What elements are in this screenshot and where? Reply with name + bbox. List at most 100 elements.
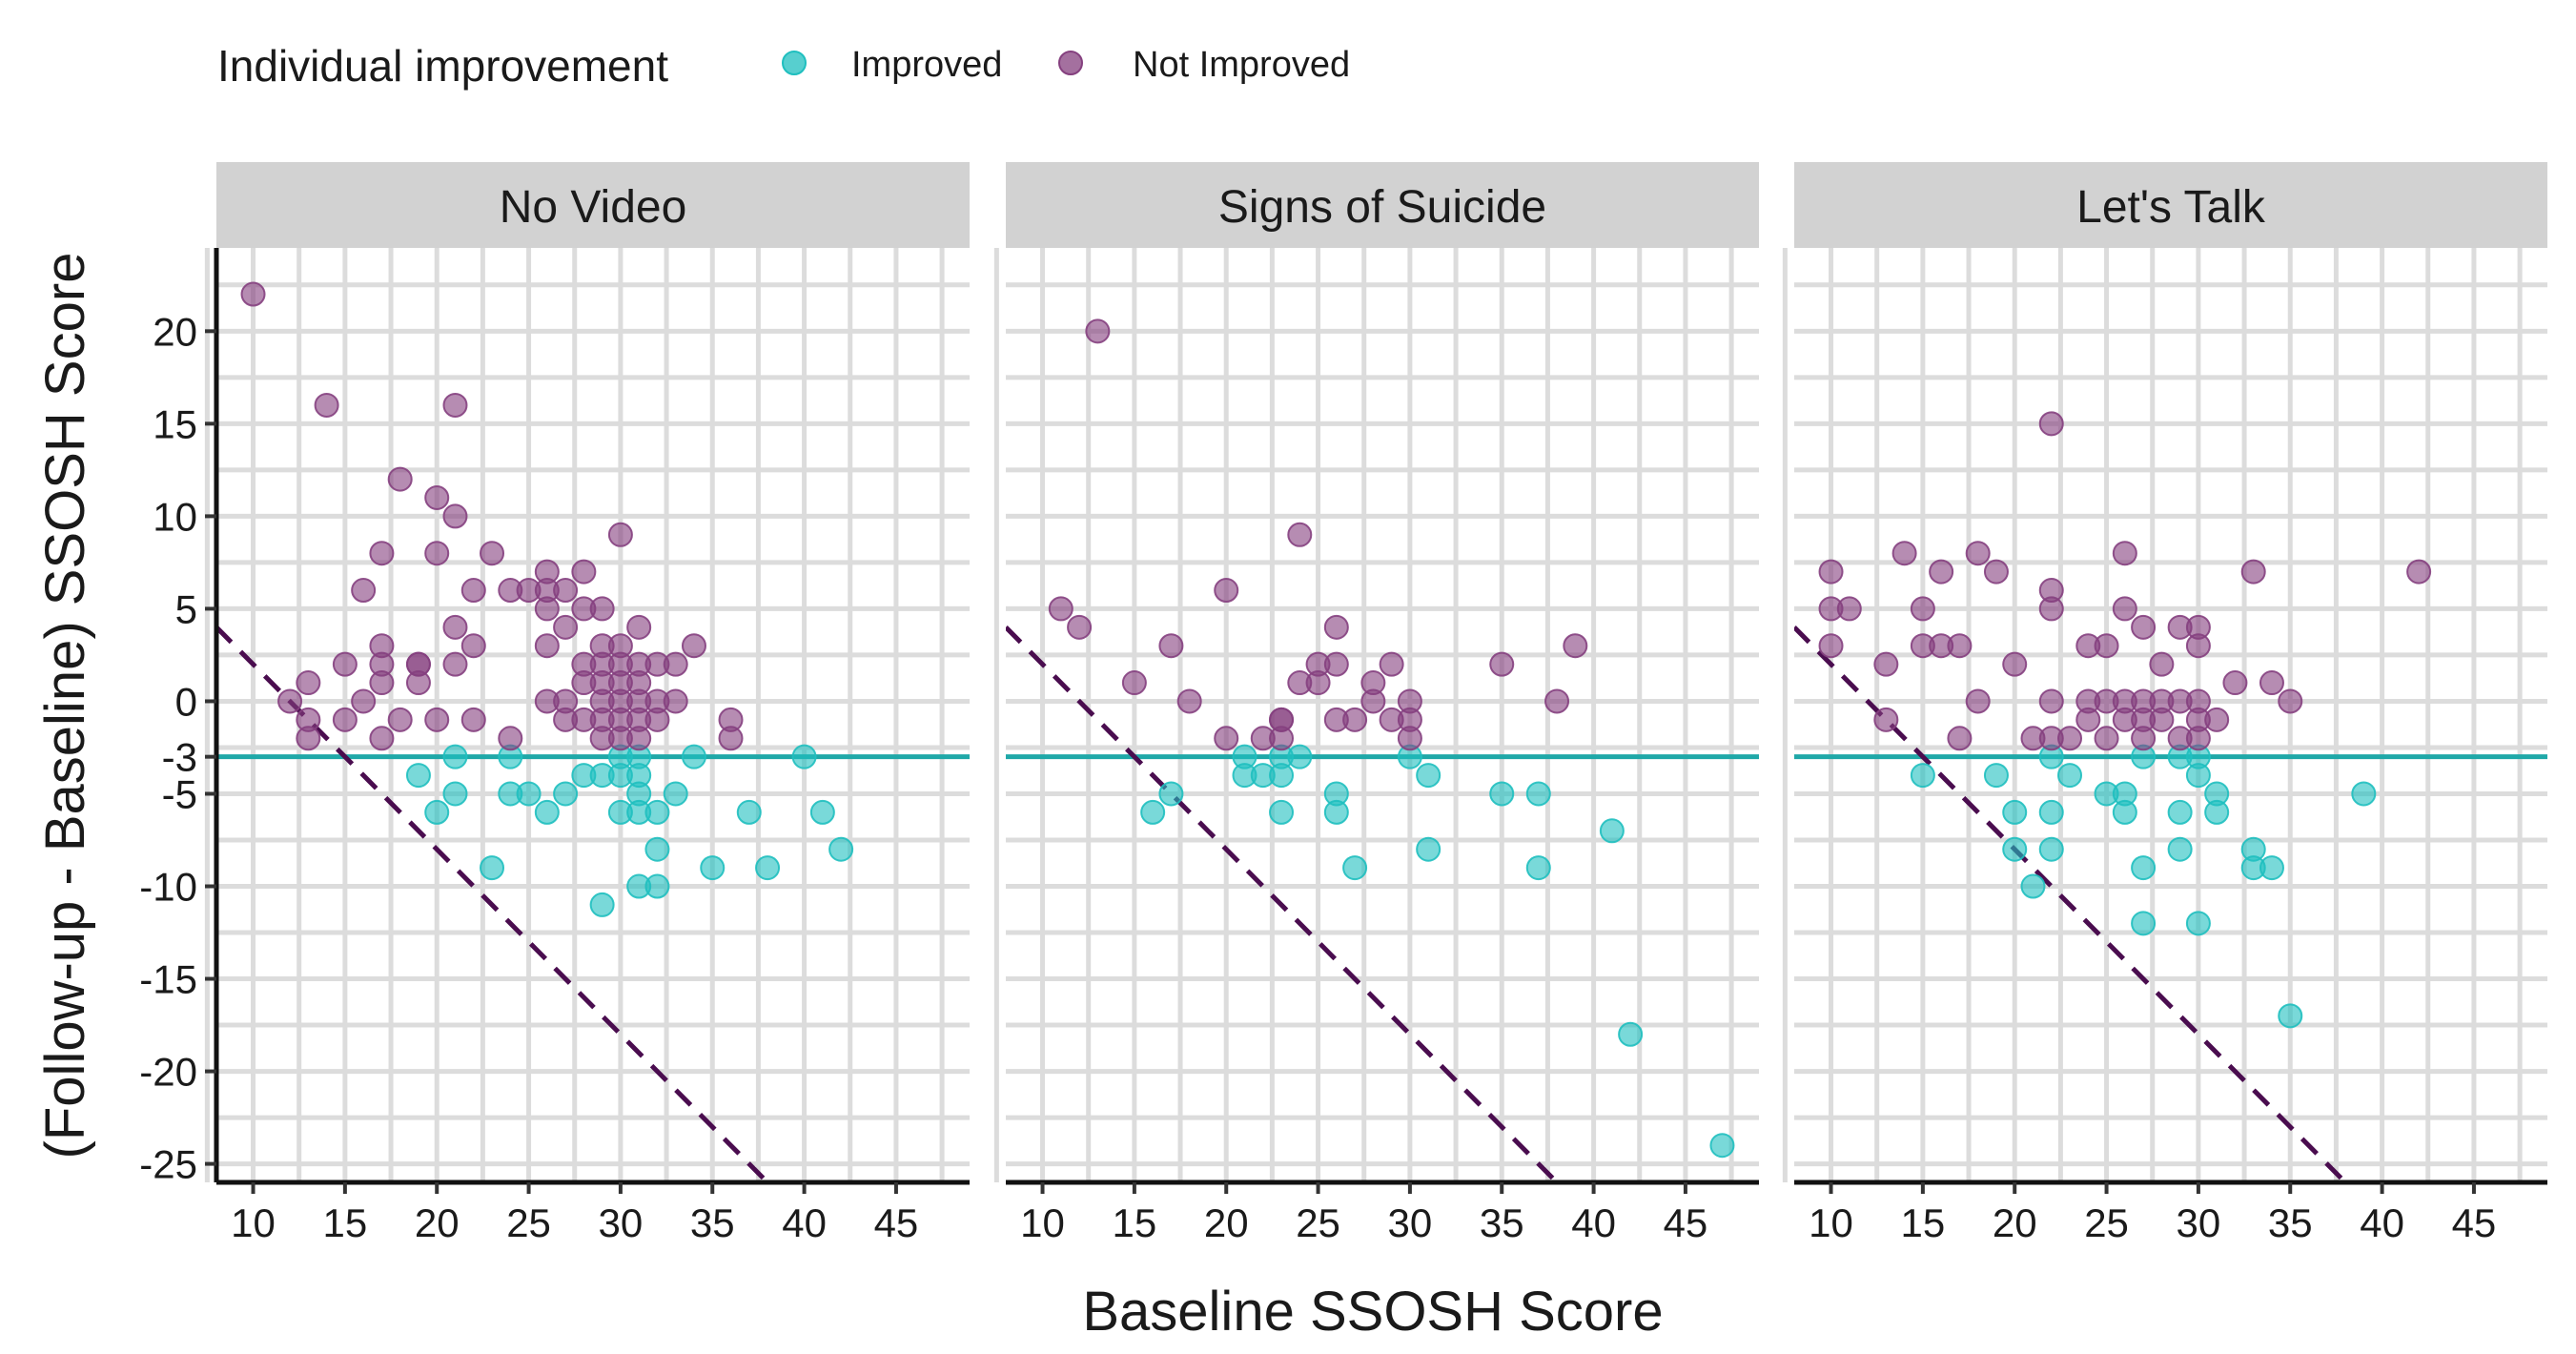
data-point [1910,763,1935,789]
data-point [387,466,413,492]
data-point [809,799,835,825]
data-point [1489,651,1515,677]
data-point [2204,707,2230,732]
data-point [2020,873,2046,899]
data-point [369,726,395,751]
data-point [2112,799,2137,825]
data-point [1140,799,1166,825]
data-point [460,707,486,732]
data-point [644,799,670,825]
legend-key-not-improved [1058,51,1083,75]
data-point [1360,688,1386,714]
data-point [553,614,579,640]
data-point [1121,670,1147,696]
data-point [1323,651,1349,677]
panel-signs-of-suicide: Signs of Suicide 10 15 20 25 30 35 40 45 [993,162,1759,1245]
x-tick-label: 10 [1020,1200,1065,1245]
data-point [1873,707,1899,732]
data-point [1929,559,1954,585]
panels: No Video 10 15 20 25 30 35 40 45 -25 -20 -15 -10 -5-3… [139,162,2547,1245]
data-point [2038,596,2064,622]
data-point [2038,411,2064,437]
y-tick-label: -15 [139,957,197,1002]
data-point [2057,726,2083,751]
data-point [332,707,358,732]
x-tick-label: 30 [599,1200,644,1245]
data-point [2278,688,2303,714]
data-point [736,799,762,825]
data-point [2351,781,2377,807]
data-point [626,726,652,751]
data-point [405,763,431,789]
data-point [1563,633,1588,659]
data-point [480,855,505,881]
legend: Individual improvement Improved Not Improv… [217,41,1350,91]
data-point [663,688,688,714]
data-point [2185,763,2211,789]
x-tick-label: 35 [2268,1200,2313,1245]
data-point [405,651,431,677]
data-point [626,614,652,640]
data-point [2075,707,2101,732]
data-point [1618,1021,1644,1047]
data-point [2002,836,2028,862]
series-improved [405,744,854,917]
data-point [1214,726,1239,751]
data-point [1983,763,2009,789]
series-not-improved [1048,318,1588,751]
data-point [1544,688,1570,714]
data-point [1269,726,1295,751]
panel-title: Let's Talk [2076,182,2266,233]
data-point [1947,633,1973,659]
data-point [534,799,560,825]
x-axis-title: Baseline SSOSH Score [1082,1281,1663,1343]
data-point [424,799,450,825]
data-point [1525,855,1551,881]
data-point [460,633,486,659]
data-point [644,873,670,899]
x-tick-label: 20 [415,1200,460,1245]
data-point [1910,596,1935,622]
series-improved [1910,744,2377,1029]
data-point [2167,799,2193,825]
data-point [553,781,579,807]
data-point [571,559,597,585]
data-point [644,836,670,862]
data-point [681,633,706,659]
data-point [2406,559,2432,585]
data-point [1158,633,1184,659]
data-point [424,707,450,732]
y-tick-label: 15 [153,401,197,446]
data-point [1891,541,1917,566]
panel-strip [1006,162,1759,248]
data-point [2094,726,2119,751]
x-tick-label: 35 [690,1200,735,1245]
data-point [1342,707,1368,732]
data-point [369,541,395,566]
data-point [1983,559,2009,585]
panel-title: Signs of Suicide [1218,182,1546,233]
x-tick-label: 25 [1296,1200,1340,1245]
data-point [442,651,468,677]
data-point [2002,651,2028,677]
legend-label-not-improved: Not Improved [1133,45,1350,85]
data-point [2259,855,2284,881]
data-point [1818,559,1844,585]
data-point [2112,596,2137,622]
data-point [2057,763,2083,789]
data-point [1158,781,1184,807]
data-point [240,281,266,307]
data-point [2222,670,2248,696]
data-point [2131,911,2157,936]
data-point [534,596,560,622]
data-point [1489,781,1515,807]
series-not-improved [1818,411,2432,751]
x-tick-label: 30 [2177,1200,2221,1245]
y-tick-label: 0 [175,679,197,724]
x-tick-label: 40 [782,1200,827,1245]
legend-title: Individual improvement [217,41,668,91]
x-tick-label: 35 [1480,1200,1524,1245]
data-point [791,744,817,769]
data-point [351,688,377,714]
